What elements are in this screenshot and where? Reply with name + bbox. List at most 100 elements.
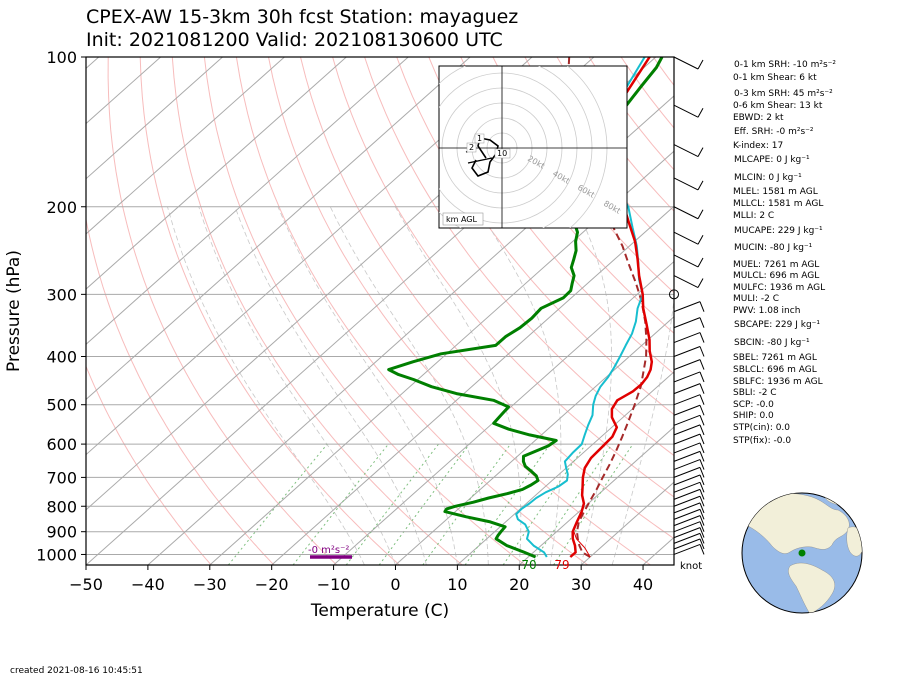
srh-bar-label: -0 m²s⁻² (308, 545, 349, 556)
wind-barb-flag (699, 502, 705, 514)
stability-index-label: MULCL: 696 m AGL (733, 271, 819, 281)
x-axis-label: Temperature (C) (310, 601, 449, 621)
mixing-ratio-line (345, 443, 439, 565)
dry-adiabat (171, 57, 463, 565)
dry-adiabat (139, 57, 400, 565)
x-tick-label: −20 (255, 575, 289, 594)
isotherm (86, 57, 347, 290)
wind-barb-flag (699, 538, 705, 550)
dry-adiabat (332, 57, 674, 498)
isotherm (271, 205, 674, 565)
stability-index-label: SBEL: 7261 m AGL (733, 353, 817, 363)
stability-index-label: MLCAPE: 0 J kg⁻¹ (734, 155, 810, 165)
stability-index-label: MLCIN: 0 J kg⁻¹ (734, 173, 802, 183)
stability-index-label: SCP: -0.0 (733, 400, 774, 410)
wind-barb (673, 231, 699, 245)
y-tick-label: 600 (46, 435, 77, 454)
south-america (788, 562, 835, 613)
mixing-ratio-line (378, 443, 470, 565)
stability-index-label: MULFC: 1936 m AGL (733, 283, 825, 293)
moist-adiabat (611, 206, 674, 565)
isotherm (86, 57, 223, 180)
wind-barb-flag (699, 527, 705, 538)
calm-wind-marker (669, 289, 679, 300)
wind-barb-flag (699, 474, 705, 486)
wind-barb (673, 56, 699, 70)
temperature-profile (569, 57, 654, 558)
isotherm (86, 57, 533, 456)
wind-barb-flag (699, 394, 705, 405)
y-tick-label: 300 (46, 285, 77, 304)
x-tick-label: 10 (447, 575, 467, 594)
hodograph-height-box (494, 148, 511, 159)
wind-barb-flag (699, 301, 705, 312)
stability-index-label: MUCAPE: 229 J kg⁻¹ (734, 226, 823, 236)
wind-barb (673, 488, 701, 500)
dry-adiabat (203, 57, 526, 565)
y-tick-label: 900 (46, 523, 77, 542)
wind-barb-flag (697, 147, 704, 157)
wind-barb (673, 515, 701, 527)
wind-barb (673, 538, 701, 550)
wind-units-label: knot (680, 561, 702, 572)
stability-index-label: 0-1 km Shear: 6 kt (733, 73, 817, 83)
stability-index-label: 0-1 km SRH: -10 m²s⁻² (734, 60, 836, 70)
wind-barb-flag (699, 405, 705, 416)
wind-barb-flag (697, 107, 704, 118)
isotherm (395, 316, 674, 565)
wind-barb-flag (699, 433, 705, 445)
wind-barb-flag (699, 424, 705, 436)
x-tick-label: 0 (390, 575, 400, 594)
wind-barb (673, 346, 701, 357)
stability-index-label: SBLI: -2 C (733, 388, 777, 398)
stability-index-label: STP(fix): -0.0 (733, 436, 791, 446)
y-tick-label: 100 (46, 48, 77, 67)
wind-barb (673, 317, 701, 329)
wind-barb-flag (699, 521, 705, 532)
x-tick-label: −40 (131, 575, 165, 594)
stability-index-label: MUEL: 7261 m AGL (733, 260, 819, 270)
stability-index-label: K-index: 17 (733, 141, 783, 151)
y-tick-label: 1000 (36, 545, 77, 564)
wind-barb-flag (699, 383, 705, 394)
mixing-ratio-line (228, 443, 328, 565)
dry-adiabat (396, 57, 674, 416)
isotherm (86, 57, 409, 345)
stability-index-label: MLLI: 2 C (733, 211, 774, 221)
wind-barb-flag (699, 451, 705, 462)
x-axis-ticks: −50 −40 −30 −20 −10 0 10 20 30 40 (69, 565, 653, 594)
wind-barb-flag (699, 496, 705, 507)
wind-barb-flag (699, 533, 705, 544)
wind-barb-flag (699, 332, 705, 343)
dry-adiabat (268, 57, 651, 565)
y-tick-label: 400 (46, 348, 77, 367)
wind-barb (673, 508, 701, 520)
wind-barb-flag (699, 459, 705, 470)
wind-barb (673, 414, 701, 426)
stability-index-label: Eff. SRH: -0 m²s⁻² (734, 127, 814, 137)
x-tick-label: 40 (633, 575, 653, 594)
wind-barb-flag (697, 180, 704, 191)
wind-barb-flag (699, 489, 705, 500)
hodograph-height-label: 2 (469, 143, 474, 152)
y-tick-label: 200 (46, 198, 77, 217)
station-globe (741, 492, 863, 614)
background-grid (86, 57, 674, 565)
dry-adiabat (460, 57, 674, 334)
chart-subtitle: Init: 2021081200 Valid: 202108130600 UTC (86, 29, 503, 51)
wind-barb (673, 424, 701, 436)
dry-adiabat (428, 57, 674, 375)
dry-adiabat (235, 57, 589, 565)
wind-barb (673, 532, 701, 544)
dry-adiabat (107, 57, 338, 565)
mixing-ratio-line (502, 443, 587, 565)
wind-barb (673, 359, 701, 371)
virtual-temperature-trace (573, 531, 591, 558)
stability-index-label: SBLCL: 696 m AGL (733, 365, 817, 375)
wind-barb (673, 527, 701, 539)
moist-adiabat (329, 206, 489, 565)
wind-barb-flag (697, 209, 704, 219)
wind-barb (673, 495, 701, 507)
wind-barb-flag (699, 467, 705, 478)
